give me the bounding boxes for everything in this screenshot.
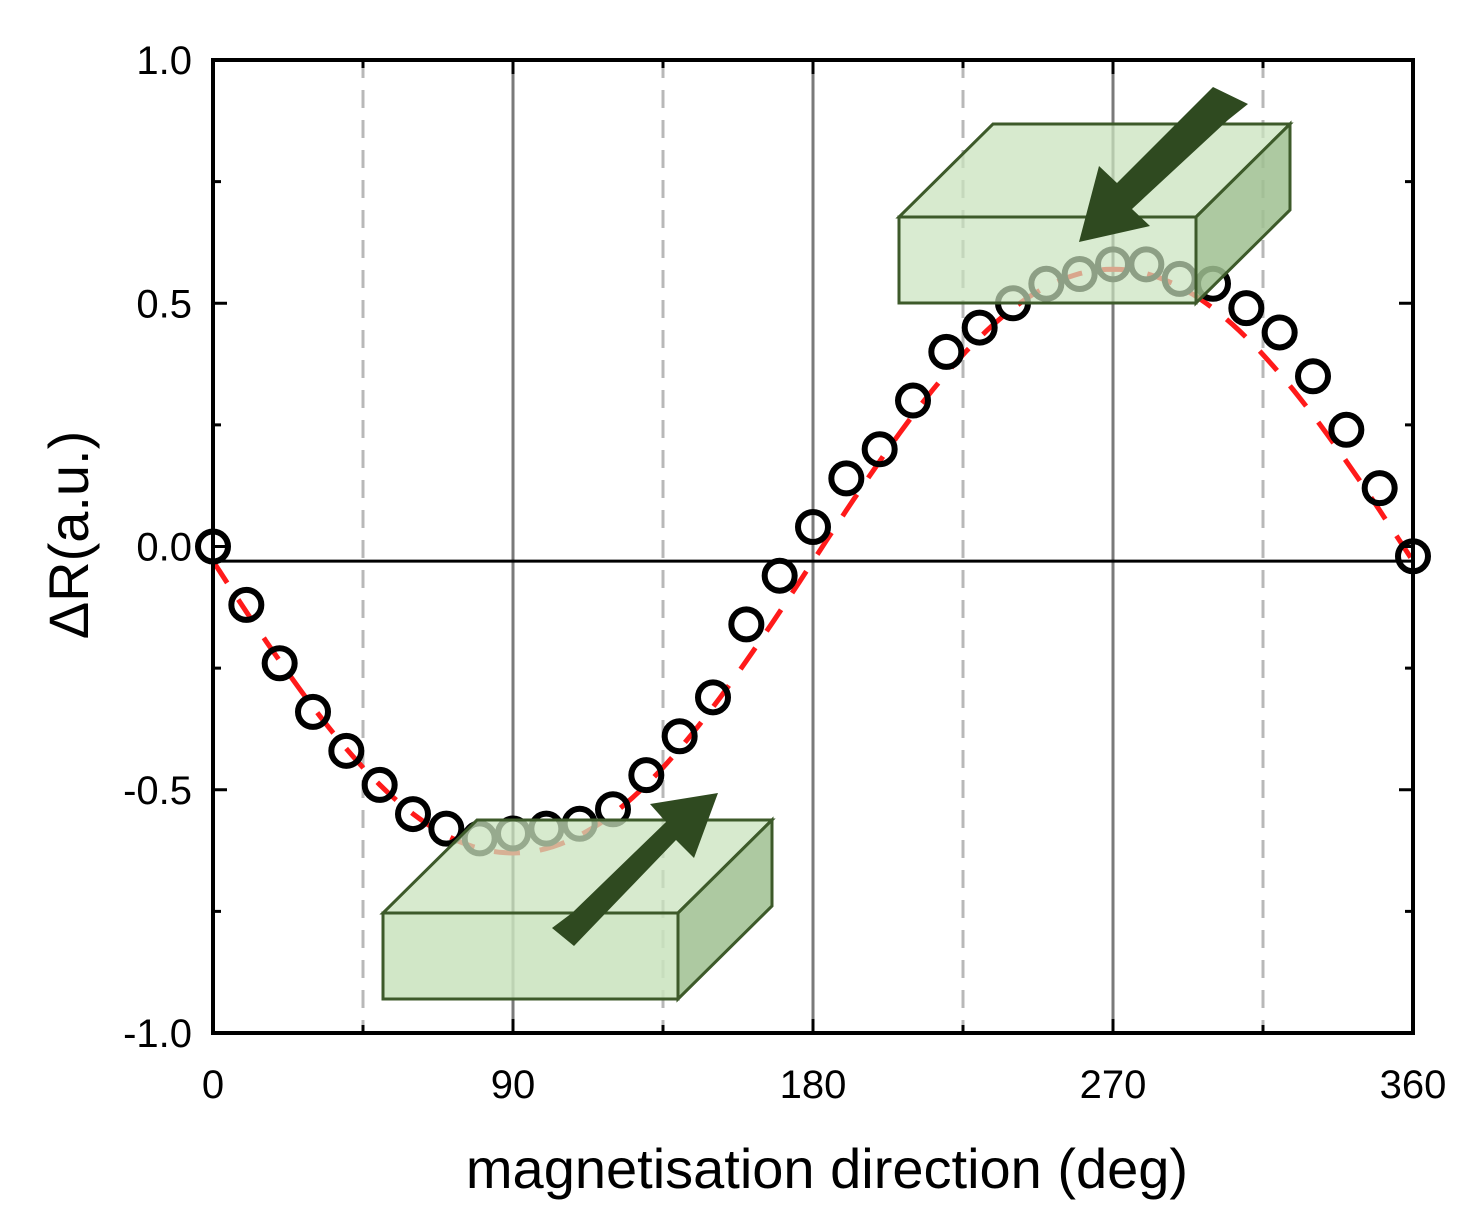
block-lower-front-face — [381, 911, 680, 1001]
y-axis-title: ΔR(a.u.) — [37, 431, 100, 640]
axis-ticks — [211, 58, 1415, 1035]
data-point — [795, 509, 831, 546]
data-point — [228, 586, 265, 623]
y-tick-label: 0.0 — [136, 526, 192, 570]
data-point — [1261, 314, 1298, 351]
x-tick-label: 0 — [202, 1063, 224, 1107]
data-point — [928, 333, 965, 370]
data-point — [395, 796, 431, 833]
data-point — [1228, 290, 1265, 327]
x-tick-label: 180 — [780, 1063, 847, 1107]
data-point — [428, 810, 465, 847]
data-point — [261, 645, 298, 682]
data-point — [695, 679, 731, 716]
tick-labels: 0 90 180 270 360 -1.0 -0.5 0.0 0.5 1.0 — [123, 39, 1446, 1107]
x-axis-title: magnetisation direction (deg) — [466, 1137, 1188, 1200]
x-tick-label: 90 — [491, 1063, 536, 1107]
arrow-up-right-icon — [552, 793, 718, 946]
data-point — [728, 606, 765, 643]
y-tick-label: 1.0 — [136, 39, 192, 83]
data-point — [1328, 411, 1365, 448]
x-tick-label: 360 — [1380, 1063, 1447, 1107]
data-point — [1295, 358, 1331, 395]
data-point — [1361, 470, 1398, 507]
data-point — [328, 732, 365, 769]
data-point — [895, 382, 931, 419]
inset-block-lower — [379, 793, 776, 1003]
fit-curve — [210, 266, 1416, 856]
data-point — [828, 460, 865, 497]
data-point — [361, 766, 398, 803]
data-point — [628, 757, 665, 794]
fit-line — [210, 266, 1416, 856]
arrow-down-left-icon — [1079, 87, 1248, 242]
y-tick-label: 0.5 — [136, 282, 192, 326]
block-upper-front-face — [897, 215, 1198, 305]
data-point — [961, 309, 998, 346]
inset-block-upper — [895, 87, 1294, 307]
data-point — [861, 431, 898, 468]
y-tick-label: -0.5 — [123, 769, 192, 813]
data-point — [661, 718, 698, 755]
y-tick-label: -1.0 — [123, 1012, 192, 1056]
data-point — [761, 557, 798, 594]
data-point — [295, 693, 331, 730]
x-tick-label: 270 — [1080, 1063, 1147, 1107]
